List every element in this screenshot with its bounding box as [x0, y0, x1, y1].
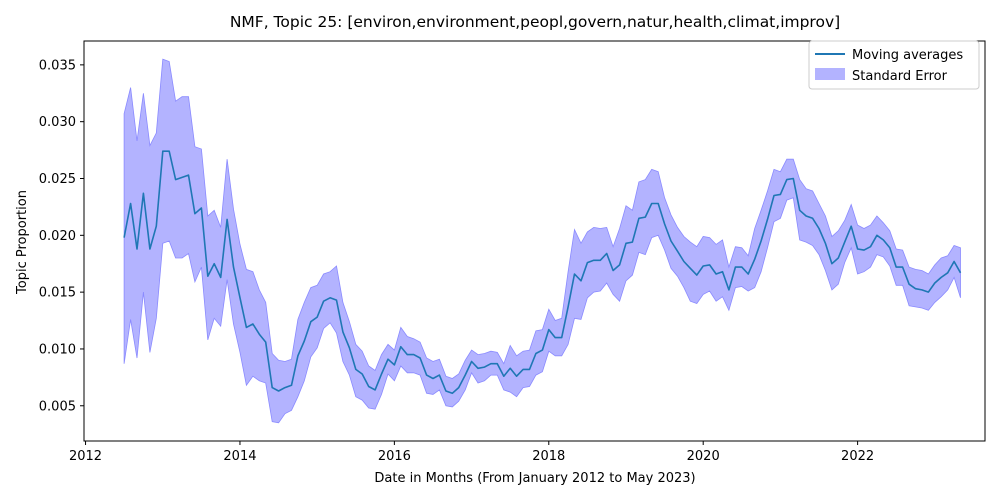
- y-tick-label: 0.010: [39, 342, 76, 357]
- y-tick-label: 0.030: [39, 115, 76, 130]
- x-tick-label: 2018: [532, 449, 565, 464]
- chart-title: NMF, Topic 25: [environ,environment,peop…: [230, 13, 840, 31]
- x-axis-title: Date in Months (From January 2012 to May…: [374, 471, 695, 486]
- y-tick-label: 0.005: [39, 399, 76, 414]
- legend-moving-averages-label: Moving averages: [852, 48, 963, 63]
- x-tick-label: 2012: [69, 449, 102, 464]
- x-tick-label: 2022: [841, 449, 874, 464]
- x-tick-label: 2014: [223, 449, 256, 464]
- y-tick-label: 0.015: [39, 286, 76, 301]
- plot-area: [123, 58, 962, 424]
- legend-standard-error-swatch: [815, 68, 845, 80]
- y-tick-label: 0.035: [39, 58, 76, 73]
- legend-box: [808, 40, 980, 90]
- y-tick-label: 0.025: [39, 172, 76, 187]
- moving-average-line: [123, 150, 962, 395]
- plot-frame: [83, 40, 986, 442]
- legend-standard-error-label: Standard Error: [852, 69, 948, 84]
- x-tick-label: 2016: [378, 449, 411, 464]
- y-axis: 0.005 0.010 0.015 0.020 0.025 0.030 0.035: [39, 58, 84, 414]
- y-tick-label: 0.020: [39, 229, 76, 244]
- x-axis: 2012 2014 2016 2018 2020 2022: [69, 441, 874, 464]
- x-tick-label: 2020: [687, 449, 720, 464]
- y-axis-title: Topic Proportion: [15, 190, 30, 295]
- legend: Moving averages Standard Error: [808, 40, 980, 90]
